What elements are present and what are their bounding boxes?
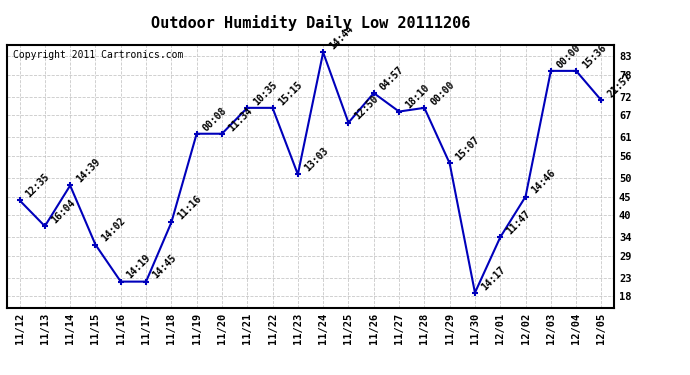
Text: 16:04: 16:04: [49, 198, 77, 225]
Text: 15:07: 15:07: [454, 135, 482, 162]
Text: 15:15: 15:15: [277, 79, 304, 107]
Text: 14:44: 14:44: [327, 24, 355, 52]
Text: 10:35: 10:35: [251, 79, 279, 107]
Text: 14:19: 14:19: [125, 253, 152, 281]
Text: 11:34: 11:34: [226, 105, 254, 133]
Text: 12:50: 12:50: [353, 94, 380, 122]
Text: 18:10: 18:10: [403, 83, 431, 111]
Text: 14:46: 14:46: [530, 168, 558, 196]
Text: 21:57: 21:57: [606, 72, 633, 100]
Text: 04:57: 04:57: [378, 64, 406, 92]
Text: 14:39: 14:39: [75, 157, 102, 185]
Text: 15:36: 15:36: [580, 42, 608, 70]
Text: 14:45: 14:45: [150, 253, 178, 281]
Text: Outdoor Humidity Daily Low 20111206: Outdoor Humidity Daily Low 20111206: [151, 15, 470, 31]
Text: 11:47: 11:47: [504, 209, 532, 237]
Text: 12:35: 12:35: [23, 172, 52, 200]
Text: 14:17: 14:17: [479, 264, 507, 292]
Text: 00:00: 00:00: [428, 79, 456, 107]
Text: 11:16: 11:16: [175, 194, 204, 222]
Text: Copyright 2011 Cartronics.com: Copyright 2011 Cartronics.com: [13, 50, 184, 60]
Text: 13:03: 13:03: [302, 146, 330, 174]
Text: 00:00: 00:00: [555, 42, 583, 70]
Text: 14:02: 14:02: [99, 216, 128, 244]
Text: 00:08: 00:08: [201, 105, 228, 133]
